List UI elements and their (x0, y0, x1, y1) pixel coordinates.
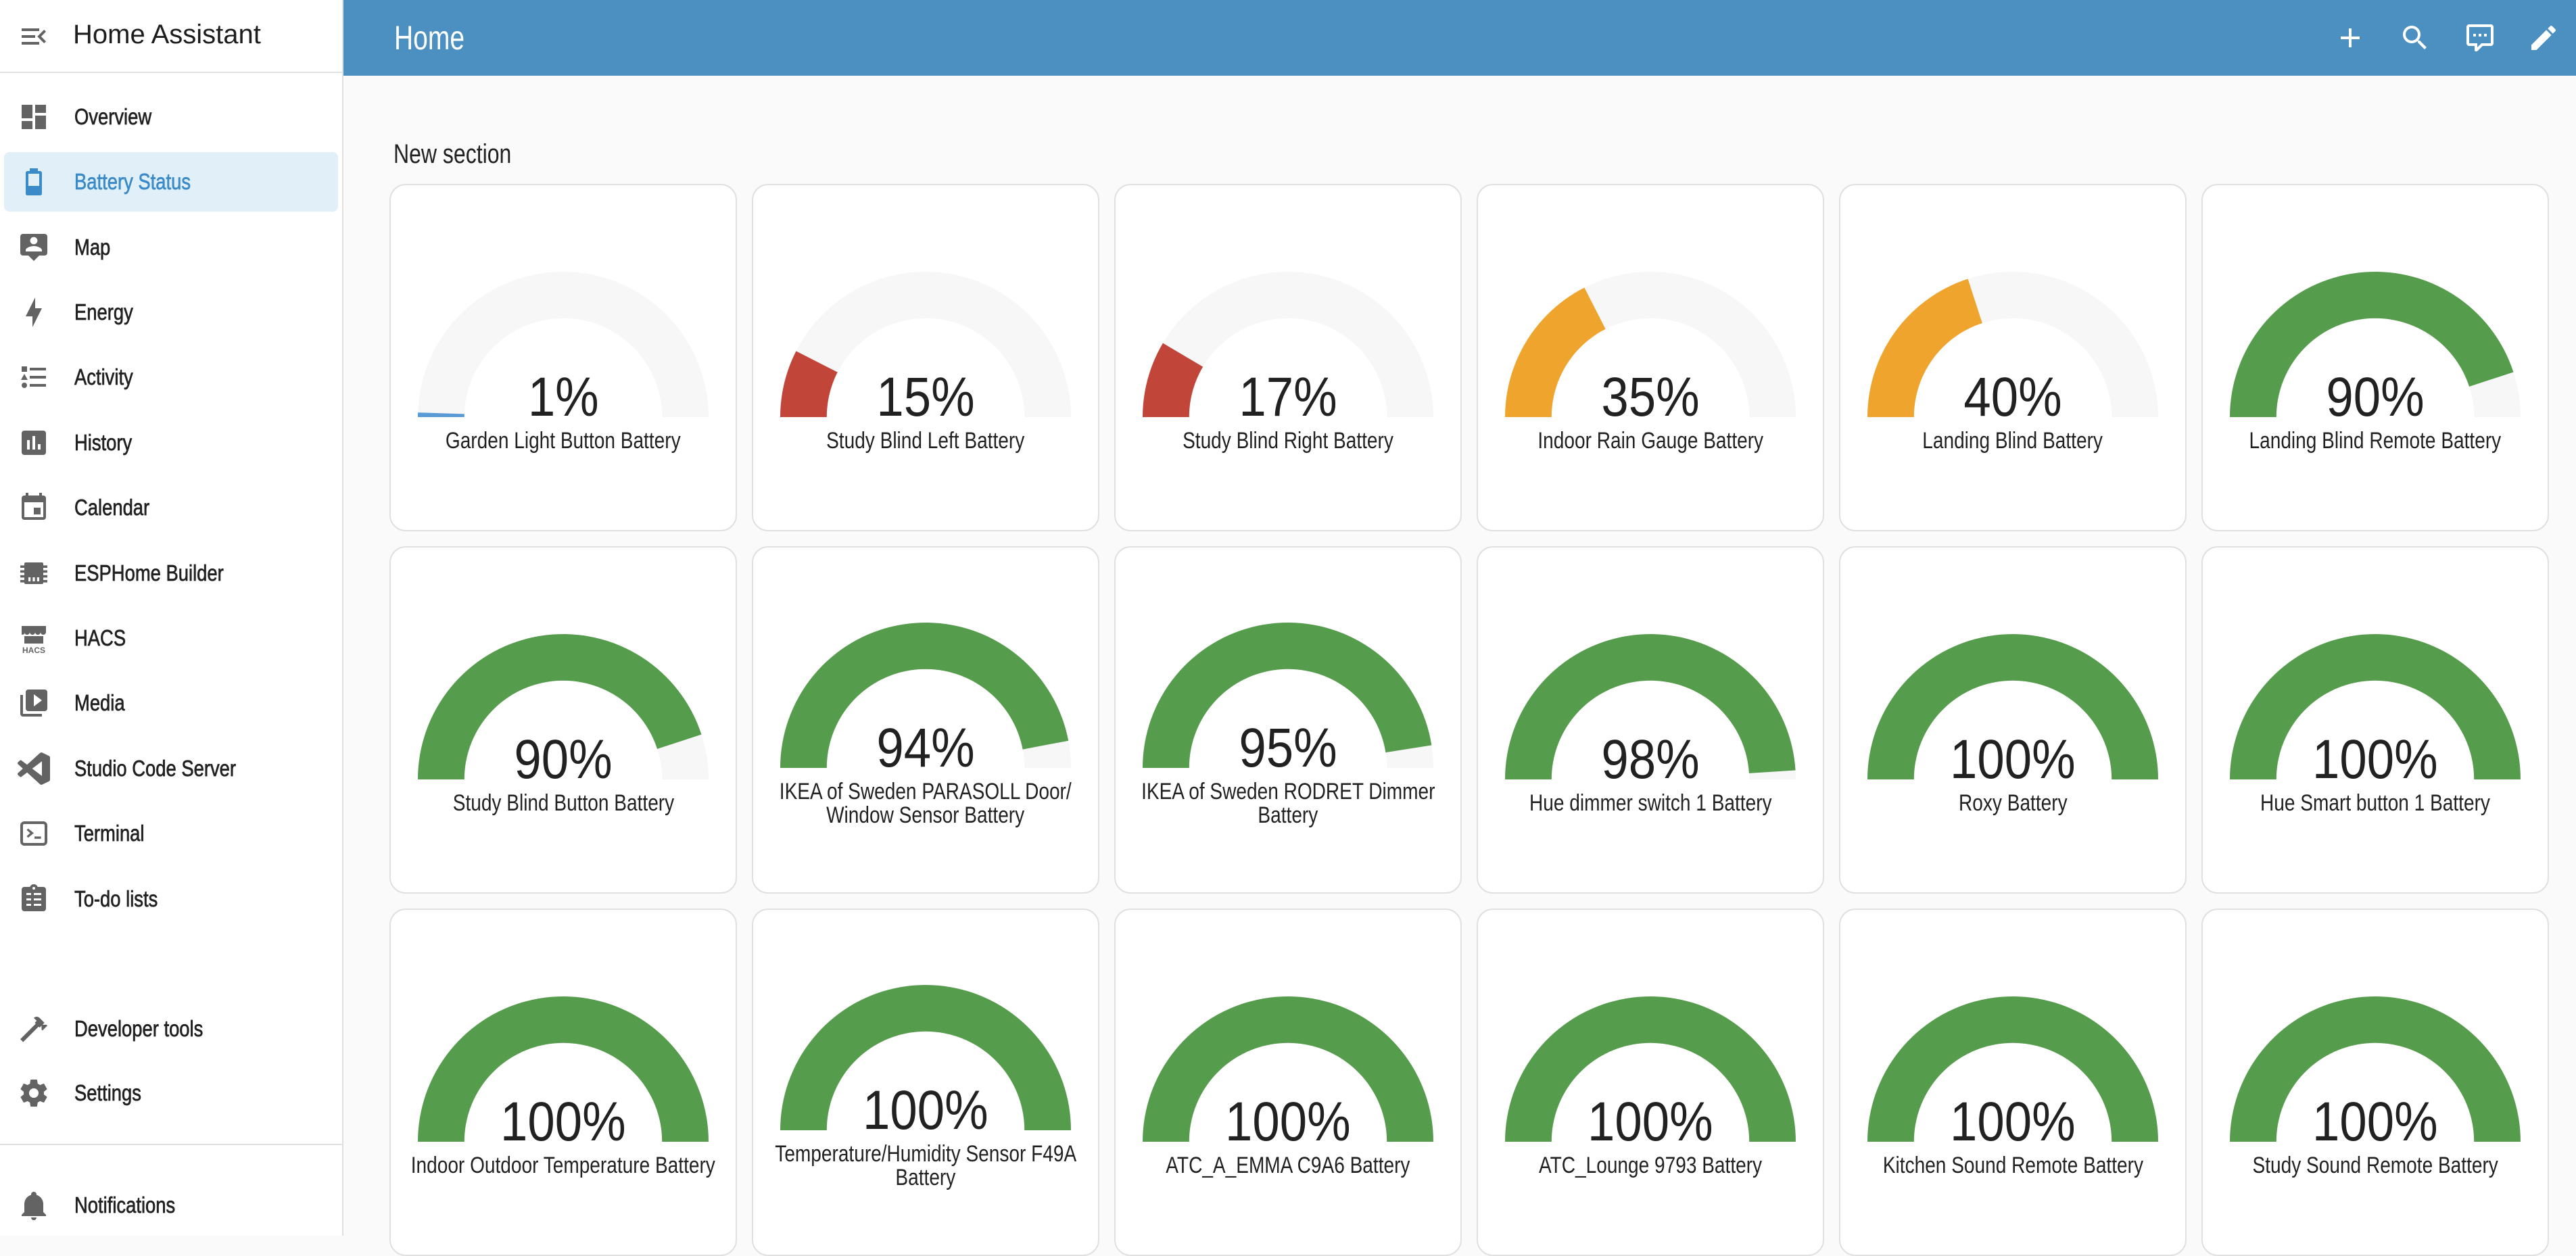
svg-text:HACS: HACS (22, 646, 45, 654)
